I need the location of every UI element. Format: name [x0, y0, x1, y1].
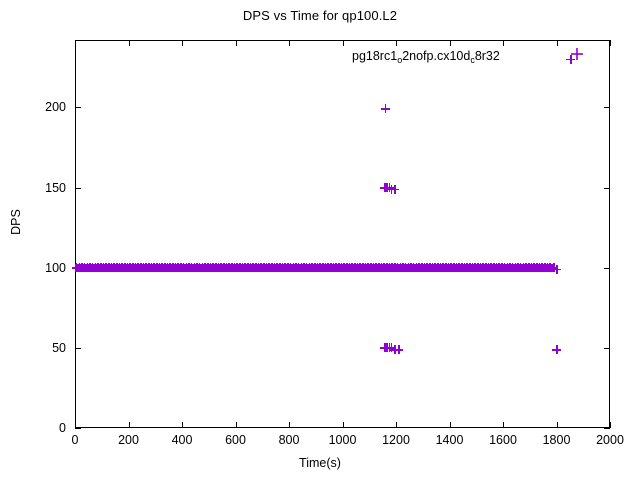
x-tick-mark-top: [556, 40, 558, 46]
x-tick-mark: [503, 422, 504, 428]
x-tick-mark-top: [128, 40, 130, 46]
x-axis-label: Time(s): [299, 456, 341, 470]
x-tick-label: 1800: [542, 433, 571, 447]
y-tick-label: 0: [59, 421, 66, 435]
x-tick-mark-top: [182, 40, 183, 46]
plot-frame: [75, 40, 610, 428]
y-tick-mark-right: [604, 187, 610, 189]
x-tick-label: 600: [225, 433, 246, 447]
legend-entry: pg18rc1o2nofp.cx10dc8r32: [352, 47, 500, 65]
legend-marker-plus: [571, 48, 583, 60]
x-tick-label: 400: [171, 433, 193, 447]
x-tick-label: 1000: [328, 433, 357, 447]
y-tick-label: 50: [52, 340, 66, 355]
x-tick-mark-top: [75, 40, 76, 46]
y-tick-mark-right: [604, 267, 610, 269]
y-tick-mark: [75, 267, 81, 269]
x-tick-label: 200: [118, 433, 139, 447]
y-tick-label: 200: [45, 100, 66, 115]
x-tick-label: 1200: [382, 433, 410, 447]
x-tick-mark: [449, 422, 451, 428]
x-tick-mark: [289, 422, 290, 428]
x-tick-mark-top: [289, 40, 290, 46]
x-tick-label: 1600: [489, 433, 517, 447]
x-tick-mark: [396, 422, 397, 428]
y-tick-mark-right: [604, 428, 610, 429]
y-tick-mark-right: [604, 107, 610, 109]
x-tick-mark-top: [610, 40, 611, 46]
x-tick-mark-top: [449, 40, 451, 46]
y-tick-mark: [75, 107, 81, 109]
x-tick-mark: [182, 422, 183, 428]
y-tick-mark: [75, 347, 81, 349]
x-tick-mark: [342, 422, 344, 428]
x-tick-mark-top: [396, 40, 397, 46]
y-tick-label: 100: [45, 260, 66, 275]
x-tick-mark: [235, 422, 237, 428]
x-tick-label: 0: [71, 433, 79, 447]
y-tick-mark: [75, 428, 81, 429]
chart-title: DPS vs Time for qp100.L2: [242, 8, 398, 23]
y-tick-label: 150: [45, 180, 66, 195]
x-tick-label: 2000: [596, 433, 624, 447]
x-tick-mark: [556, 422, 558, 428]
x-tick-mark: [610, 422, 611, 428]
x-tick-mark-top: [503, 40, 504, 46]
x-tick-mark-top: [235, 40, 237, 46]
y-axis-label: DPS: [9, 209, 23, 235]
x-tick-label: 1400: [435, 433, 464, 447]
y-tick-mark: [75, 187, 81, 189]
x-tick-mark: [128, 422, 130, 428]
x-tick-mark-top: [342, 40, 344, 46]
x-tick-mark: [75, 422, 76, 428]
x-tick-label: 800: [278, 433, 300, 447]
legend-label: pg18rc1o2nofp.cx10dc8r32: [352, 49, 500, 65]
y-tick-mark-right: [604, 347, 610, 349]
